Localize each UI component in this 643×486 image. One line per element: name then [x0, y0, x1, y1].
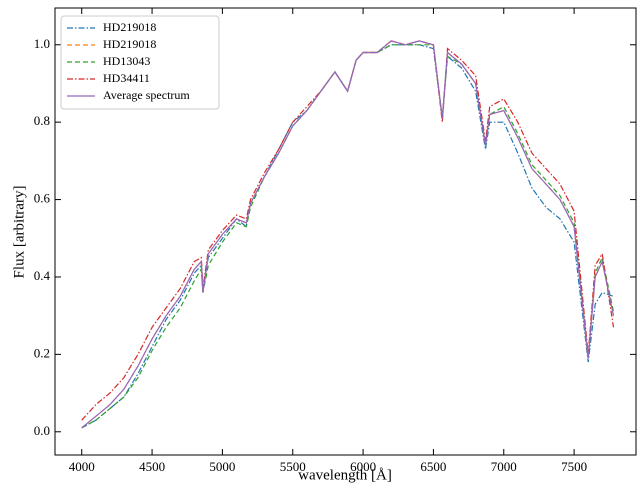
x-tick-label: 7000 — [491, 459, 517, 474]
x-tick-label: 5000 — [209, 459, 235, 474]
x-tick-label: 5500 — [280, 459, 306, 474]
x-tick-label: 4500 — [139, 459, 165, 474]
y-axis-label: Flux [arbitrary] — [11, 186, 27, 279]
legend-label: HD34411 — [103, 71, 150, 85]
x-axis-label: wavelength [Å] — [298, 467, 392, 483]
y-tick-label: 0.2 — [34, 345, 50, 360]
y-tick-label: 0.6 — [34, 191, 51, 206]
y-tick-label: 0.8 — [34, 113, 50, 128]
x-tick-label: 7500 — [561, 459, 587, 474]
spectrum-line — [81, 40, 615, 429]
legend-label: HD219018 — [103, 20, 156, 34]
plot-frame — [54, 7, 637, 456]
legend-label: HD219018 — [103, 37, 156, 51]
legend-label: Average spectrum — [103, 88, 190, 102]
x-tick-label: 6500 — [420, 459, 446, 474]
x-tick-label: 4000 — [69, 459, 95, 474]
y-tick-label: 0.0 — [34, 423, 50, 438]
legend-box — [60, 15, 220, 110]
legend-label: HD13043 — [103, 54, 150, 68]
y-tick-label: 1.0 — [34, 36, 50, 51]
x-tick-label: 6000 — [350, 459, 376, 474]
y-tick-label: 0.4 — [34, 268, 51, 283]
